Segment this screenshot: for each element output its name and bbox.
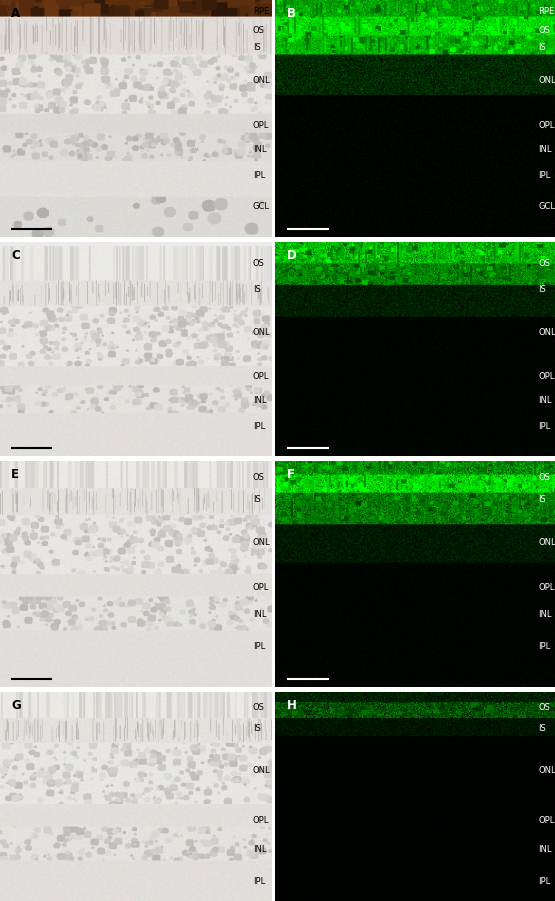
Text: IPL: IPL <box>253 422 265 431</box>
Text: OPL: OPL <box>253 816 269 824</box>
Text: E: E <box>11 469 19 481</box>
Text: B: B <box>286 7 296 20</box>
Text: ONL: ONL <box>538 767 555 775</box>
Text: D: D <box>286 249 296 262</box>
Text: OPL: OPL <box>538 372 555 381</box>
Text: GCL: GCL <box>538 202 555 211</box>
Text: IS: IS <box>538 496 546 504</box>
Text: IPL: IPL <box>538 877 551 886</box>
Text: IS: IS <box>538 285 546 294</box>
Text: OPL: OPL <box>253 583 269 592</box>
Text: IPL: IPL <box>253 171 265 180</box>
Text: INL: INL <box>538 845 552 854</box>
Text: INL: INL <box>538 610 552 619</box>
Text: OS: OS <box>538 26 551 35</box>
Text: OS: OS <box>253 473 265 481</box>
Text: INL: INL <box>253 610 266 619</box>
Text: IS: IS <box>253 43 261 52</box>
Text: ONL: ONL <box>253 76 270 85</box>
Text: OPL: OPL <box>538 121 555 130</box>
Text: OPL: OPL <box>253 372 269 381</box>
Text: IS: IS <box>538 43 546 52</box>
Text: INL: INL <box>253 845 266 854</box>
Text: IPL: IPL <box>253 877 265 886</box>
Text: INL: INL <box>253 396 266 405</box>
Text: OPL: OPL <box>538 583 555 592</box>
Text: RPE: RPE <box>253 7 269 16</box>
Text: IS: IS <box>253 496 261 504</box>
Text: RPE: RPE <box>538 7 555 16</box>
Text: INL: INL <box>538 145 552 154</box>
Text: F: F <box>286 469 295 481</box>
Text: OS: OS <box>253 259 265 268</box>
Text: H: H <box>286 699 296 712</box>
Text: ONL: ONL <box>253 328 270 337</box>
Text: INL: INL <box>538 396 552 405</box>
Text: IPL: IPL <box>253 642 265 651</box>
Text: ONL: ONL <box>538 76 555 85</box>
Text: IPL: IPL <box>538 422 551 431</box>
Text: GCL: GCL <box>253 202 270 211</box>
Text: G: G <box>11 699 21 712</box>
Text: IPL: IPL <box>538 642 551 651</box>
Text: OS: OS <box>253 26 265 35</box>
Text: OS: OS <box>538 259 551 268</box>
Text: ONL: ONL <box>538 538 555 547</box>
Text: INL: INL <box>253 145 266 154</box>
Text: IPL: IPL <box>538 171 551 180</box>
Text: IS: IS <box>253 285 261 294</box>
Text: OS: OS <box>253 704 265 712</box>
Text: OPL: OPL <box>253 121 269 130</box>
Text: ONL: ONL <box>538 328 555 337</box>
Text: IS: IS <box>253 724 261 733</box>
Text: OS: OS <box>538 704 551 712</box>
Text: OS: OS <box>538 473 551 481</box>
Text: C: C <box>11 249 19 262</box>
Text: ONL: ONL <box>253 767 270 775</box>
Text: ONL: ONL <box>253 538 270 547</box>
Text: A: A <box>11 7 20 20</box>
Text: IS: IS <box>538 724 546 733</box>
Text: OPL: OPL <box>538 816 555 824</box>
